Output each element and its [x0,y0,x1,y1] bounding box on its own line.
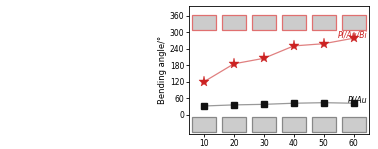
FancyBboxPatch shape [252,15,276,30]
FancyBboxPatch shape [222,117,246,132]
FancyBboxPatch shape [282,117,306,132]
FancyBboxPatch shape [312,15,336,30]
FancyBboxPatch shape [342,117,366,132]
FancyBboxPatch shape [282,15,306,30]
FancyBboxPatch shape [252,117,276,132]
Y-axis label: Bending angle/°: Bending angle/° [158,36,167,104]
FancyBboxPatch shape [312,117,336,132]
FancyBboxPatch shape [192,15,216,30]
Text: PI/Au: PI/Au [347,95,367,104]
FancyBboxPatch shape [342,15,366,30]
FancyBboxPatch shape [192,117,216,132]
FancyBboxPatch shape [222,15,246,30]
Text: PI/Au/Bi: PI/Au/Bi [338,30,367,39]
